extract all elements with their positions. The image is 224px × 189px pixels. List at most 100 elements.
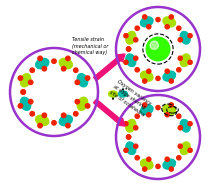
Circle shape <box>178 38 182 42</box>
Ellipse shape <box>126 119 136 132</box>
Circle shape <box>127 47 131 51</box>
Circle shape <box>66 123 70 128</box>
Circle shape <box>134 38 138 42</box>
Ellipse shape <box>163 159 176 169</box>
Circle shape <box>169 167 173 171</box>
Ellipse shape <box>59 58 72 69</box>
Ellipse shape <box>163 17 176 27</box>
Circle shape <box>52 59 56 63</box>
Circle shape <box>21 90 25 94</box>
Circle shape <box>188 148 192 152</box>
FancyArrow shape <box>94 54 125 81</box>
Ellipse shape <box>20 97 31 110</box>
Circle shape <box>42 67 47 71</box>
Circle shape <box>61 113 66 118</box>
Circle shape <box>165 69 169 73</box>
Circle shape <box>116 7 200 91</box>
Ellipse shape <box>20 74 31 87</box>
Ellipse shape <box>77 97 88 110</box>
Circle shape <box>73 112 78 116</box>
Circle shape <box>61 67 66 71</box>
Ellipse shape <box>126 32 136 44</box>
Ellipse shape <box>108 91 118 97</box>
Circle shape <box>177 114 181 118</box>
Circle shape <box>124 60 128 64</box>
Circle shape <box>10 48 98 136</box>
Circle shape <box>156 164 160 169</box>
Circle shape <box>21 90 25 94</box>
Circle shape <box>188 34 192 38</box>
Circle shape <box>156 105 160 110</box>
Circle shape <box>165 25 169 29</box>
Circle shape <box>75 99 80 104</box>
Circle shape <box>177 156 181 160</box>
Circle shape <box>134 126 138 130</box>
Circle shape <box>143 103 147 107</box>
Circle shape <box>169 79 173 83</box>
Circle shape <box>18 76 23 80</box>
Ellipse shape <box>140 159 153 169</box>
Ellipse shape <box>140 105 153 115</box>
Circle shape <box>143 79 147 83</box>
Ellipse shape <box>180 142 190 155</box>
Ellipse shape <box>180 32 190 44</box>
Circle shape <box>134 56 138 60</box>
Circle shape <box>116 95 200 179</box>
Circle shape <box>188 60 192 64</box>
Circle shape <box>147 157 151 161</box>
Circle shape <box>165 113 169 117</box>
Circle shape <box>156 76 160 81</box>
Circle shape <box>85 104 90 108</box>
Circle shape <box>52 121 56 125</box>
Circle shape <box>177 26 181 30</box>
Circle shape <box>42 113 47 118</box>
Circle shape <box>135 156 139 160</box>
Text: Tensile strain
(mechanical or
chemical way): Tensile strain (mechanical or chemical w… <box>72 37 108 55</box>
FancyArrow shape <box>94 99 125 126</box>
Circle shape <box>127 47 131 51</box>
Circle shape <box>165 157 169 161</box>
Circle shape <box>73 68 78 72</box>
Circle shape <box>30 68 34 72</box>
Ellipse shape <box>126 142 136 155</box>
Circle shape <box>38 123 42 128</box>
Circle shape <box>135 68 139 72</box>
Circle shape <box>147 113 151 117</box>
Circle shape <box>135 114 139 118</box>
Circle shape <box>127 135 131 139</box>
Ellipse shape <box>140 71 153 81</box>
Ellipse shape <box>118 91 127 97</box>
Circle shape <box>178 126 182 130</box>
Circle shape <box>188 122 192 126</box>
Circle shape <box>75 80 80 84</box>
Ellipse shape <box>140 17 153 27</box>
Circle shape <box>169 103 173 107</box>
Circle shape <box>38 56 42 61</box>
Circle shape <box>143 167 147 171</box>
Ellipse shape <box>180 119 190 132</box>
Circle shape <box>150 41 158 49</box>
Ellipse shape <box>36 115 49 126</box>
Circle shape <box>124 122 128 126</box>
Circle shape <box>127 135 131 139</box>
Text: Oxygen vacancy
at edge sharing
site of octahedra: Oxygen vacancy at edge sharing site of o… <box>108 78 152 117</box>
Ellipse shape <box>59 115 72 126</box>
Circle shape <box>178 144 182 148</box>
Circle shape <box>147 69 151 73</box>
Circle shape <box>28 80 33 84</box>
Circle shape <box>143 15 147 19</box>
Circle shape <box>66 56 70 61</box>
Circle shape <box>18 104 23 108</box>
Circle shape <box>134 144 138 148</box>
Circle shape <box>147 25 151 29</box>
Ellipse shape <box>163 71 176 81</box>
Circle shape <box>156 18 160 22</box>
Circle shape <box>124 34 128 38</box>
Circle shape <box>124 148 128 152</box>
Ellipse shape <box>163 105 176 115</box>
Circle shape <box>146 37 170 61</box>
Ellipse shape <box>77 74 88 87</box>
Circle shape <box>30 112 34 116</box>
Circle shape <box>28 99 33 104</box>
Ellipse shape <box>126 54 136 67</box>
